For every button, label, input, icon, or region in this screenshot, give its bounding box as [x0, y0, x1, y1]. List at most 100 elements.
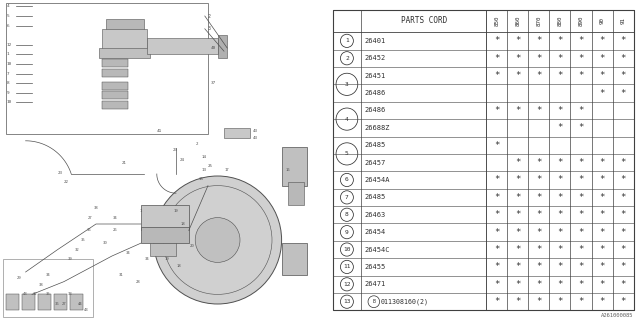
Text: *: * [620, 89, 626, 98]
Text: 13: 13 [343, 299, 351, 304]
Text: *: * [515, 297, 520, 306]
Text: *: * [557, 106, 563, 115]
Text: 36: 36 [87, 228, 92, 232]
Text: *: * [557, 54, 563, 63]
Text: 6: 6 [6, 24, 9, 28]
Text: 9: 9 [345, 230, 349, 235]
Text: 5: 5 [6, 14, 9, 18]
Bar [150, 243, 176, 256]
Text: 43: 43 [253, 129, 258, 133]
Text: 10: 10 [343, 247, 351, 252]
Text: 90: 90 [600, 17, 605, 24]
Bar [282, 243, 307, 275]
Bar [288, 182, 304, 205]
Text: 26401: 26401 [364, 38, 385, 44]
Text: *: * [579, 106, 584, 115]
Text: 25: 25 [208, 164, 213, 168]
Text: 32: 32 [33, 292, 38, 296]
Text: *: * [579, 54, 584, 63]
Text: 26454C: 26454C [364, 246, 390, 252]
Text: *: * [620, 228, 626, 237]
Text: *: * [579, 297, 584, 306]
Text: *: * [515, 175, 520, 184]
Text: *: * [620, 54, 626, 63]
Text: 26452: 26452 [364, 55, 385, 61]
Text: *: * [494, 175, 499, 184]
Text: *: * [515, 228, 520, 237]
Text: *: * [515, 71, 520, 80]
Text: 27: 27 [87, 216, 92, 220]
Text: *: * [536, 210, 541, 219]
Text: *: * [494, 71, 499, 80]
Text: 34: 34 [113, 216, 118, 220]
Text: 23: 23 [173, 148, 178, 152]
Text: A261000085: A261000085 [601, 313, 634, 318]
Text: *: * [557, 228, 563, 237]
Text: *: * [620, 297, 626, 306]
Text: *: * [536, 54, 541, 63]
Text: *: * [494, 210, 499, 219]
Text: *: * [579, 175, 584, 184]
Text: *: * [494, 193, 499, 202]
Text: 1: 1 [140, 209, 142, 213]
Text: 12: 12 [6, 43, 12, 47]
Bar [106, 19, 144, 32]
Text: 9: 9 [6, 91, 9, 95]
Text: 26688Z: 26688Z [364, 125, 390, 131]
Text: 43: 43 [253, 136, 258, 140]
Text: *: * [620, 36, 626, 45]
Text: 011308160(2): 011308160(2) [380, 299, 428, 305]
Text: *: * [579, 210, 584, 219]
Circle shape [195, 218, 240, 262]
Text: 26486: 26486 [364, 108, 385, 113]
Bar [3, 259, 93, 317]
Text: *: * [600, 36, 605, 45]
Text: 43: 43 [84, 308, 89, 312]
Text: *: * [579, 36, 584, 45]
Text: *: * [515, 36, 520, 45]
Text: *: * [600, 193, 605, 202]
Text: *: * [620, 71, 626, 80]
Text: *: * [494, 54, 499, 63]
Text: *: * [600, 89, 605, 98]
Text: *: * [536, 175, 541, 184]
Text: 35: 35 [45, 292, 51, 296]
Text: 17: 17 [225, 168, 230, 172]
Text: 39: 39 [68, 257, 73, 261]
Text: *: * [515, 106, 520, 115]
Text: *: * [557, 71, 563, 80]
Text: *: * [536, 158, 541, 167]
Text: 13: 13 [202, 168, 207, 172]
Text: 16: 16 [285, 168, 291, 172]
Text: *: * [600, 71, 605, 80]
Text: *: * [600, 158, 605, 167]
Bar [99, 48, 150, 58]
Text: *: * [620, 158, 626, 167]
Text: *: * [494, 36, 499, 45]
Text: *: * [600, 54, 605, 63]
Bar [6, 3, 208, 134]
Text: 4: 4 [6, 4, 9, 8]
Text: 34: 34 [125, 251, 131, 255]
Text: 15: 15 [198, 177, 204, 181]
Text: *: * [600, 280, 605, 289]
Bar [333, 10, 634, 32]
Text: *: * [494, 141, 499, 150]
Text: *: * [579, 228, 584, 237]
Text: 3: 3 [208, 26, 211, 31]
Text: 890: 890 [579, 16, 584, 26]
Text: *: * [600, 210, 605, 219]
Text: *: * [579, 262, 584, 271]
Text: *: * [494, 297, 499, 306]
Text: 23: 23 [58, 171, 63, 175]
Text: *: * [579, 245, 584, 254]
Text: *: * [620, 245, 626, 254]
Text: 7: 7 [6, 72, 9, 76]
Text: *: * [557, 158, 563, 167]
Text: 38: 38 [93, 206, 99, 210]
Text: *: * [494, 262, 499, 271]
Text: *: * [557, 280, 563, 289]
Text: *: * [536, 262, 541, 271]
Text: 850: 850 [494, 16, 499, 26]
Text: *: * [557, 210, 563, 219]
